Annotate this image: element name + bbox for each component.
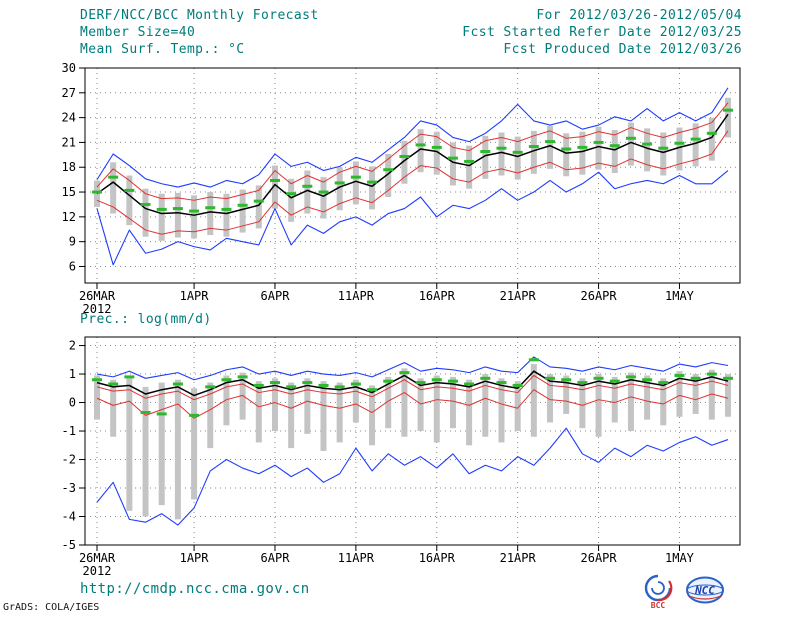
svg-text:27: 27 bbox=[62, 86, 76, 100]
fcst-produced-date: Fcst Produced Date 2012/03/26 bbox=[503, 42, 742, 57]
svg-text:26MAR: 26MAR bbox=[79, 551, 116, 565]
page-title: DERF/NCC/BCC Monthly Forecast bbox=[80, 8, 319, 23]
svg-text:1: 1 bbox=[69, 367, 76, 381]
svg-text:21APR: 21APR bbox=[500, 551, 537, 565]
svg-text:1MAY: 1MAY bbox=[665, 289, 695, 303]
header-row-2: Member Size=40 Fcst Started Refer Date 2… bbox=[80, 24, 742, 41]
temp-chart-title: Mean Surf. Temp.: °C bbox=[80, 42, 245, 57]
header-row-1: DERF/NCC/BCC Monthly Forecast For 2012/0… bbox=[80, 7, 742, 24]
svg-text:2012: 2012 bbox=[83, 564, 112, 578]
svg-text:6: 6 bbox=[69, 259, 76, 273]
svg-text:1MAY: 1MAY bbox=[665, 551, 695, 565]
svg-text:0: 0 bbox=[69, 396, 76, 410]
svg-text:-1: -1 bbox=[62, 424, 76, 438]
precip-chart-title: Prec.: log(mm/d) bbox=[80, 312, 212, 327]
svg-text:-5: -5 bbox=[62, 538, 76, 552]
svg-text:6APR: 6APR bbox=[261, 551, 291, 565]
svg-text:21: 21 bbox=[62, 135, 76, 149]
svg-text:26APR: 26APR bbox=[581, 551, 618, 565]
forecast-range: For 2012/03/26-2012/05/04 bbox=[536, 8, 742, 23]
svg-text:12: 12 bbox=[62, 210, 76, 224]
svg-text:BCC: BCC bbox=[651, 601, 666, 610]
svg-text:-2: -2 bbox=[62, 453, 76, 467]
svg-text:2012: 2012 bbox=[83, 302, 112, 316]
logos: BCC NCC bbox=[640, 572, 726, 610]
svg-text:21APR: 21APR bbox=[500, 289, 537, 303]
chart-header: DERF/NCC/BCC Monthly Forecast For 2012/0… bbox=[80, 7, 742, 58]
ncc-logo-icon: NCC bbox=[686, 576, 724, 604]
svg-text:16APR: 16APR bbox=[419, 551, 456, 565]
header-row-3: Mean Surf. Temp.: °C Fcst Produced Date … bbox=[80, 41, 742, 58]
svg-text:1APR: 1APR bbox=[180, 289, 210, 303]
svg-text:-4: -4 bbox=[62, 510, 76, 524]
grads-credit: GrADS: COLA/IGES bbox=[3, 602, 100, 613]
svg-text:24: 24 bbox=[62, 111, 76, 125]
svg-text:16APR: 16APR bbox=[419, 289, 456, 303]
svg-text:15: 15 bbox=[62, 185, 76, 199]
svg-text:11APR: 11APR bbox=[338, 551, 375, 565]
svg-text:-3: -3 bbox=[62, 481, 76, 495]
svg-text:NCC: NCC bbox=[694, 584, 715, 597]
bcc-logo-icon: BCC bbox=[644, 574, 673, 610]
member-size-label: Member Size=40 bbox=[80, 25, 196, 40]
svg-text:6APR: 6APR bbox=[261, 289, 291, 303]
svg-text:18: 18 bbox=[62, 160, 76, 174]
svg-text:26APR: 26APR bbox=[581, 289, 618, 303]
fcst-refer-date: Fcst Started Refer Date 2012/03/25 bbox=[462, 25, 742, 40]
svg-text:9: 9 bbox=[69, 235, 76, 249]
svg-text:30: 30 bbox=[62, 61, 76, 75]
svg-text:2: 2 bbox=[69, 339, 76, 353]
source-url: http://cmdp.ncc.cma.gov.cn bbox=[80, 581, 310, 597]
svg-text:26MAR: 26MAR bbox=[79, 289, 116, 303]
svg-text:11APR: 11APR bbox=[338, 289, 375, 303]
svg-text:1APR: 1APR bbox=[180, 551, 210, 565]
